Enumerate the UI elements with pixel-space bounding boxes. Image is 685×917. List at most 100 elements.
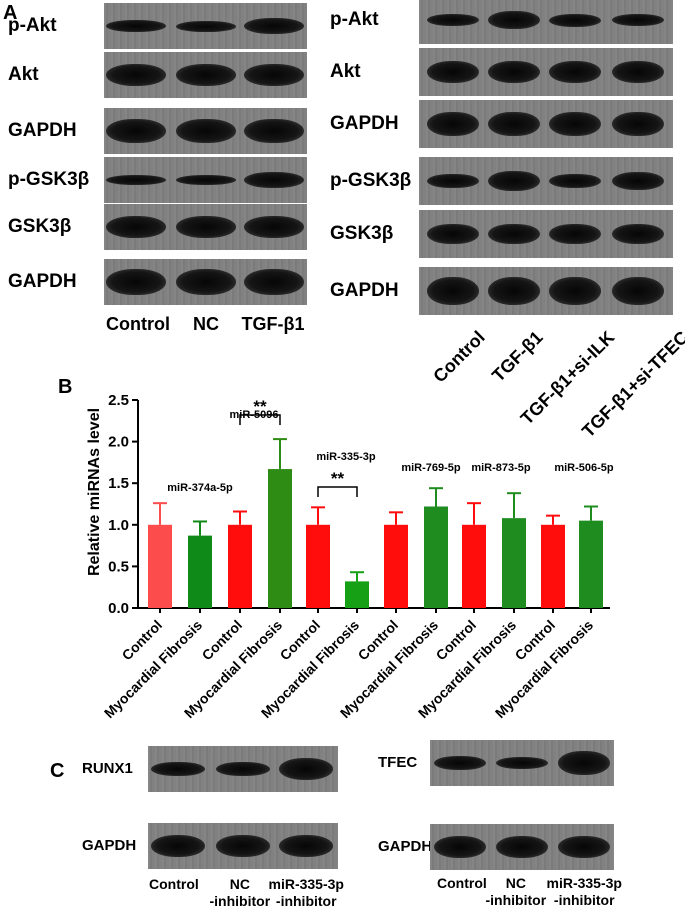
blot-strip [430,824,614,870]
blot-band [612,224,664,244]
blot-band [549,224,601,244]
blot-row-label: TFEC [378,754,418,771]
blot-row-label: GAPDH [8,271,77,292]
blot-row-label: p-GSK3β [330,170,412,191]
blot-strip [419,267,673,315]
y-tick-label: 2.5 [108,392,129,409]
blot-band [279,835,333,857]
blot-strip [148,823,338,869]
blot-strip [419,100,673,148]
blot-strip [419,210,673,258]
blot-band [176,175,236,185]
group-label: miR-506-5p [554,462,614,474]
blot-strip [104,259,307,305]
blot-strip [419,0,673,44]
blot-band [612,277,664,305]
y-tick-label: 2.0 [108,434,129,451]
blot-strip [104,108,307,154]
bar [228,524,252,608]
blot-band [434,836,486,858]
blot-band [427,277,479,305]
blot-band [244,64,304,86]
group-label: miR-873-5p [471,462,531,474]
blot-strip [419,157,673,205]
bar [384,524,408,608]
lane-label: miR-335-3p -inhibitor [546,875,622,908]
blot-strip [104,204,307,250]
blot-band [612,14,664,26]
blot-band [176,119,236,143]
blot-strip [419,48,673,96]
bar [268,469,292,608]
blot-band [176,269,236,295]
y-axis-label: Relative miRNAs level [86,408,103,576]
bar [306,524,330,608]
blot-band [216,762,270,776]
lane-label: Control [437,875,487,891]
blot-row-label: Akt [330,61,361,82]
blot-strip [148,746,338,792]
blot-band [549,13,601,27]
blot-band [244,216,304,238]
bar [502,518,526,608]
bar [345,581,369,608]
blot-strip [104,157,307,203]
blot-band [244,18,304,34]
bar [462,524,486,608]
blot-band [549,277,601,305]
lane-label: NC -inhibitor [485,875,547,908]
blot-row-label: RUNX1 [82,760,133,777]
y-tick-label: 0.5 [108,558,129,575]
blot-row-label: Akt [8,64,39,85]
blot-band [244,269,304,295]
bar [188,535,212,608]
blot-row-label: GAPDH [8,120,77,141]
blot-band [106,119,166,143]
blot-band [427,14,479,26]
bar [579,520,603,608]
group-label: miR-374a-5p [167,482,233,494]
blot-row-label: GAPDH [330,280,399,301]
lane-label: Control [106,314,170,334]
significance-label: ** [331,469,345,488]
blot-band [488,171,540,191]
y-tick-label: 1.5 [108,475,129,492]
blot-band [427,61,479,83]
blot-band [151,762,205,776]
blot-band [216,835,270,857]
lane-label: NC -inhibitor [209,876,271,909]
panel-a-letter: A [3,2,18,24]
blot-band [427,112,479,136]
blot-band [488,112,540,136]
panel-c-letter: C [50,760,65,782]
blot-band [612,112,664,136]
significance-label: ** [253,397,267,416]
blot-row-label: p-Akt [330,9,379,30]
blot-row-label: p-GSK3β [8,169,90,190]
blot-row-label: GAPDH [82,837,137,854]
group-label: miR-769-5p [401,462,461,474]
lane-label: TGF-β1 [241,314,305,334]
significance-bracket [317,486,358,497]
blot-band [488,61,540,83]
blot-band [106,64,166,86]
bar [424,506,448,608]
blot-band [558,751,610,775]
blot-band [151,835,205,857]
blot-band [106,20,166,32]
blot-band [496,757,548,769]
blot-band [488,277,540,305]
blot-band [612,61,664,83]
bar [541,524,565,608]
blot-band [549,174,601,188]
blot-row-label: GAPDH [378,838,433,855]
blot-band [176,20,236,32]
blot-band [558,836,610,858]
lane-label: miR-335-3p -inhibitor [268,876,344,909]
group-label: miR-335-3p [316,451,376,463]
blot-band [434,756,486,770]
blot-band [176,216,236,238]
blot-band [279,758,333,780]
blot-band [549,61,601,83]
